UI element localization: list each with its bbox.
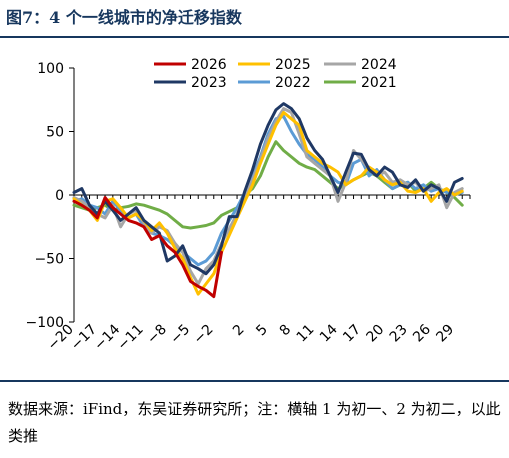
figure-title: 图7：4 个一线城市的净迁移指数 bbox=[6, 8, 242, 27]
x-tick-label: −8 bbox=[144, 322, 170, 348]
legend-label-2024: 2024 bbox=[361, 57, 397, 73]
x-tick-label: 11 bbox=[294, 322, 318, 346]
y-tick-label: 100 bbox=[37, 61, 64, 77]
legend-label-2026: 2026 bbox=[191, 57, 227, 73]
x-tick-label: 23 bbox=[387, 322, 411, 346]
x-tick-label: 2 bbox=[230, 322, 248, 340]
y-tick-label: 50 bbox=[46, 125, 64, 141]
x-tick-label: −11 bbox=[115, 322, 147, 354]
y-tick-label: −100 bbox=[26, 315, 64, 331]
x-tick-label: −2 bbox=[191, 322, 217, 348]
source-note: 数据来源：iFind，东吴证券研究所；注：横轴 1 为初一、2 为初二，以此类推 bbox=[8, 400, 501, 445]
legend-label-2021: 2021 bbox=[361, 75, 397, 91]
series-line-2026 bbox=[72, 196, 223, 299]
x-tick-label: 20 bbox=[363, 322, 387, 346]
chart-legend: 2026 2025 2024 2023 2022 2021 bbox=[154, 57, 397, 91]
x-tick-label: −5 bbox=[167, 322, 193, 348]
x-tick-label: 8 bbox=[277, 322, 295, 340]
x-tick-label: 26 bbox=[410, 321, 434, 345]
legend-label-2023: 2023 bbox=[191, 75, 227, 91]
x-tick-label: 29 bbox=[433, 322, 457, 346]
legend-label-2025: 2025 bbox=[275, 57, 311, 73]
series-line-2023 bbox=[72, 102, 464, 276]
y-tick-label: −50 bbox=[34, 252, 64, 268]
x-tick-label: 5 bbox=[253, 322, 271, 340]
y-tick-label: 0 bbox=[55, 188, 64, 204]
x-tick-label: 17 bbox=[340, 322, 364, 346]
chart-series bbox=[72, 102, 464, 299]
legend-label-2022: 2022 bbox=[275, 75, 311, 91]
x-tick-label: 14 bbox=[317, 321, 341, 345]
title-rule bbox=[0, 36, 509, 38]
source-rule bbox=[0, 380, 509, 382]
